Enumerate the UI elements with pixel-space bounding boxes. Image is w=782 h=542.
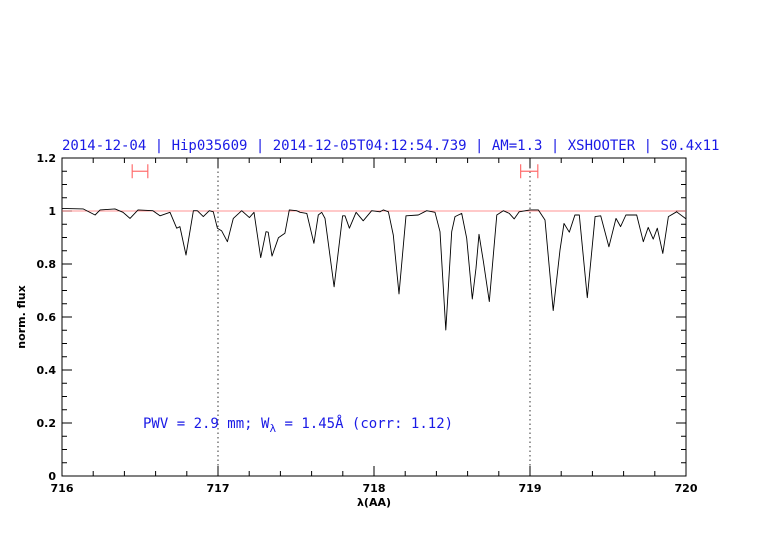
x-tick-label: 718	[363, 482, 386, 495]
y-tick-label: 0	[48, 470, 56, 483]
spectrum-line	[61, 207, 687, 331]
y-tick-label: 1.2	[37, 152, 57, 165]
y-tick-label: 0.4	[37, 364, 57, 377]
x-tick-label: 720	[675, 482, 698, 495]
y-tick-label: 0.8	[37, 258, 57, 271]
axes: 716 717 718 719 720 0 0.2 0.4 0.6 0.8 1 1.2	[37, 152, 698, 495]
x-axis-label: λ(AA)	[357, 496, 391, 509]
marks	[61, 158, 687, 476]
x-tick-label: 719	[519, 482, 542, 495]
annotation-subscript: λ	[269, 422, 276, 435]
range-marker	[131, 164, 149, 179]
x-tick-label: 716	[51, 482, 74, 495]
range-marker	[520, 164, 539, 179]
annotation-prefix: PWV = 2.9 mm; W	[143, 416, 270, 432]
y-tick-label: 0.6	[37, 311, 57, 324]
x-tick-label: 717	[207, 482, 230, 495]
annotation-suffix: = 1.45Å (corr: 1.12)	[276, 415, 453, 432]
pwv-annotation: PWV = 2.9 mm; Wλ = 1.45Å (corr: 1.12)	[143, 415, 453, 435]
chart-title: 2014-12-04 | Hip035609 | 2014-12-05T04:1…	[62, 138, 719, 154]
y-axis-label: norm. flux	[15, 285, 28, 348]
y-tick-label: 0.2	[37, 417, 57, 430]
y-tick-label: 1	[48, 205, 56, 218]
